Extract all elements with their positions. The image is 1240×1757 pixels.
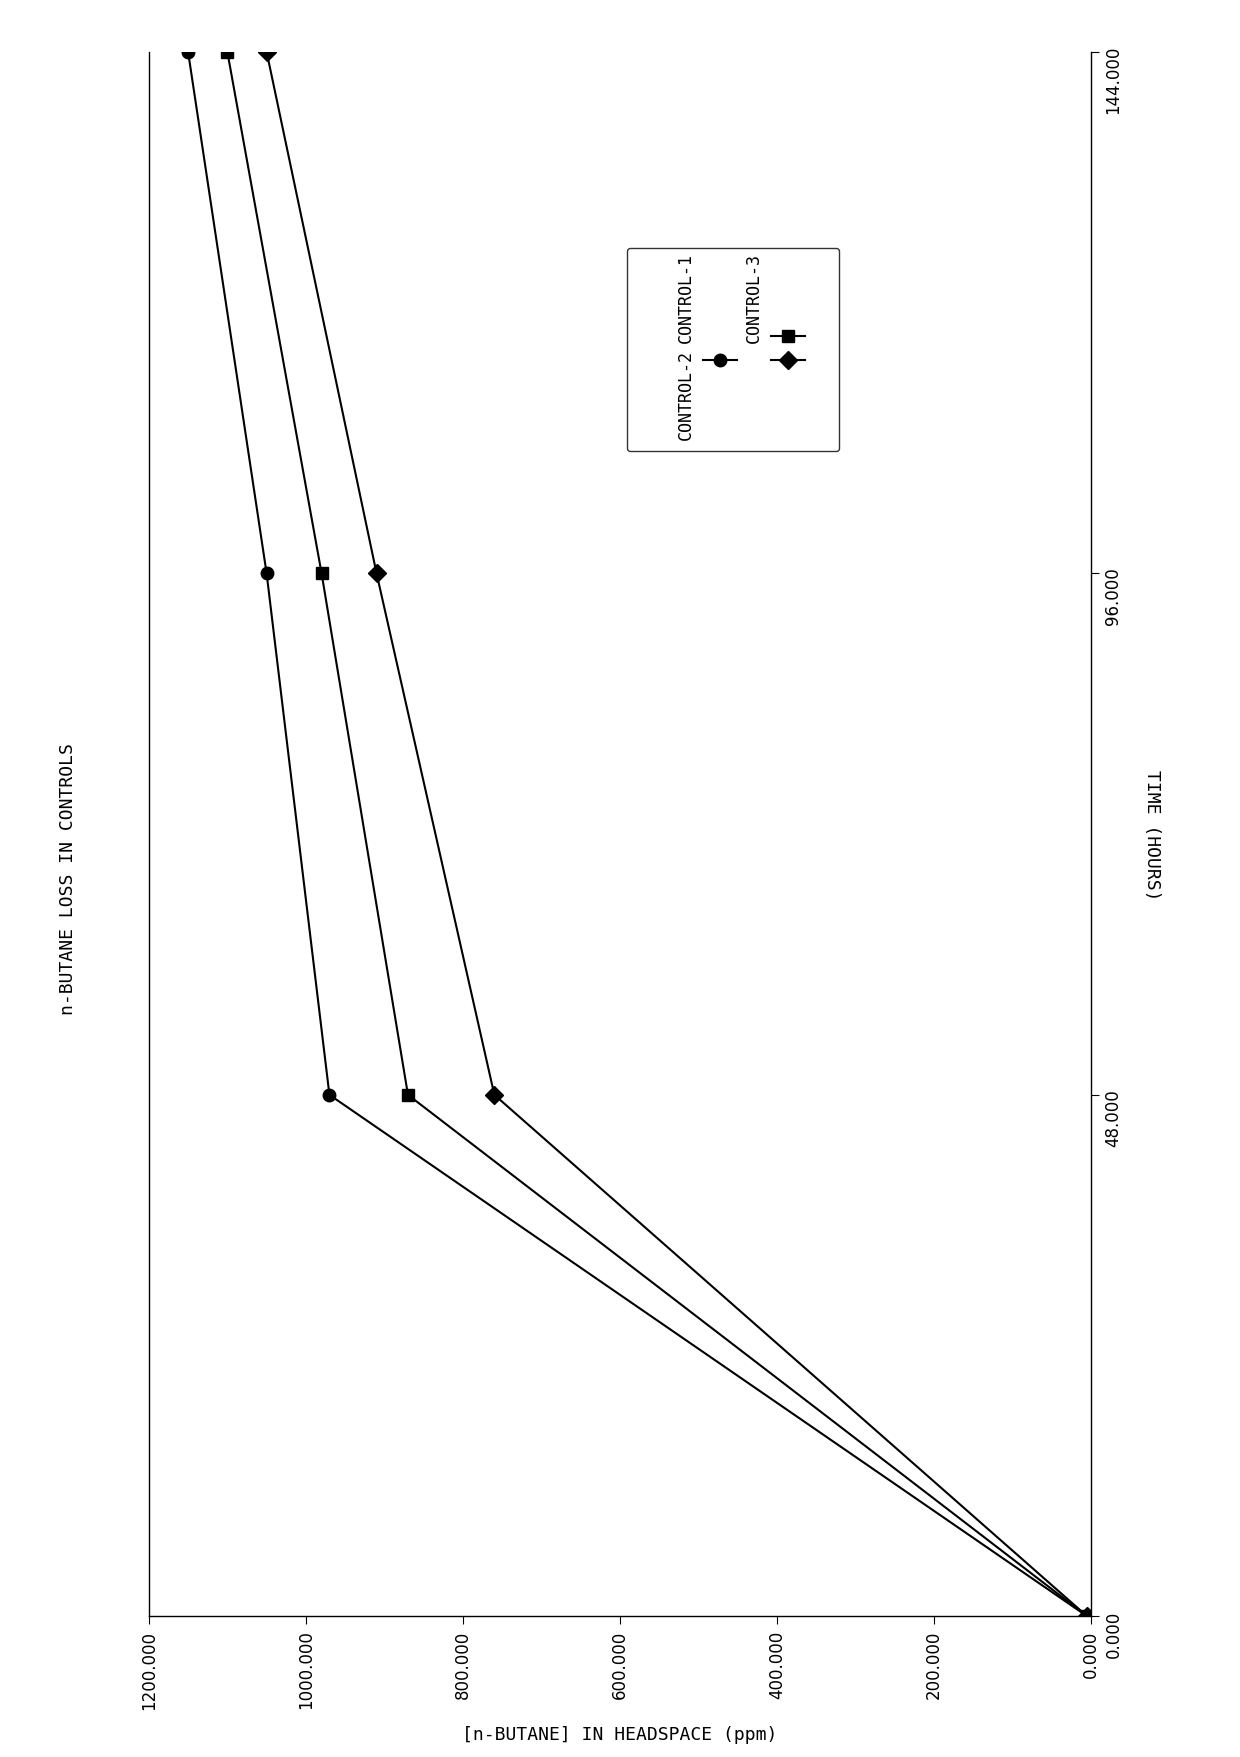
CONTROL-3 xyxy=(370,564,384,585)
CONTROL-2 xyxy=(401,1084,415,1105)
Line: CONTROL-2: CONTROL-2 xyxy=(221,46,1094,1623)
CONTROL-3 xyxy=(259,42,274,63)
CONTROL-1 xyxy=(181,42,196,63)
Legend: CONTROL-1, CONTROL-2, CONTROL-3, , , : CONTROL-1, CONTROL-2, CONTROL-3, , , xyxy=(627,249,839,452)
CONTROL-3 xyxy=(487,1084,502,1105)
CONTROL-1 xyxy=(322,1084,337,1105)
CONTROL-1 xyxy=(1080,1606,1095,1627)
Text: n-BUTANE LOSS IN CONTROLS: n-BUTANE LOSS IN CONTROLS xyxy=(60,743,77,1014)
CONTROL-2 xyxy=(219,42,234,63)
Y-axis label: TIME (HOURS): TIME (HOURS) xyxy=(1143,770,1161,900)
X-axis label: [n-BUTANE] IN HEADSPACE (ppm): [n-BUTANE] IN HEADSPACE (ppm) xyxy=(463,1725,777,1743)
CONTROL-3 xyxy=(1080,1606,1095,1627)
CONTROL-1 xyxy=(259,564,274,585)
Line: CONTROL-1: CONTROL-1 xyxy=(182,46,1094,1623)
Line: CONTROL-3: CONTROL-3 xyxy=(260,46,1094,1623)
CONTROL-2 xyxy=(314,564,329,585)
CONTROL-2 xyxy=(1080,1606,1095,1627)
